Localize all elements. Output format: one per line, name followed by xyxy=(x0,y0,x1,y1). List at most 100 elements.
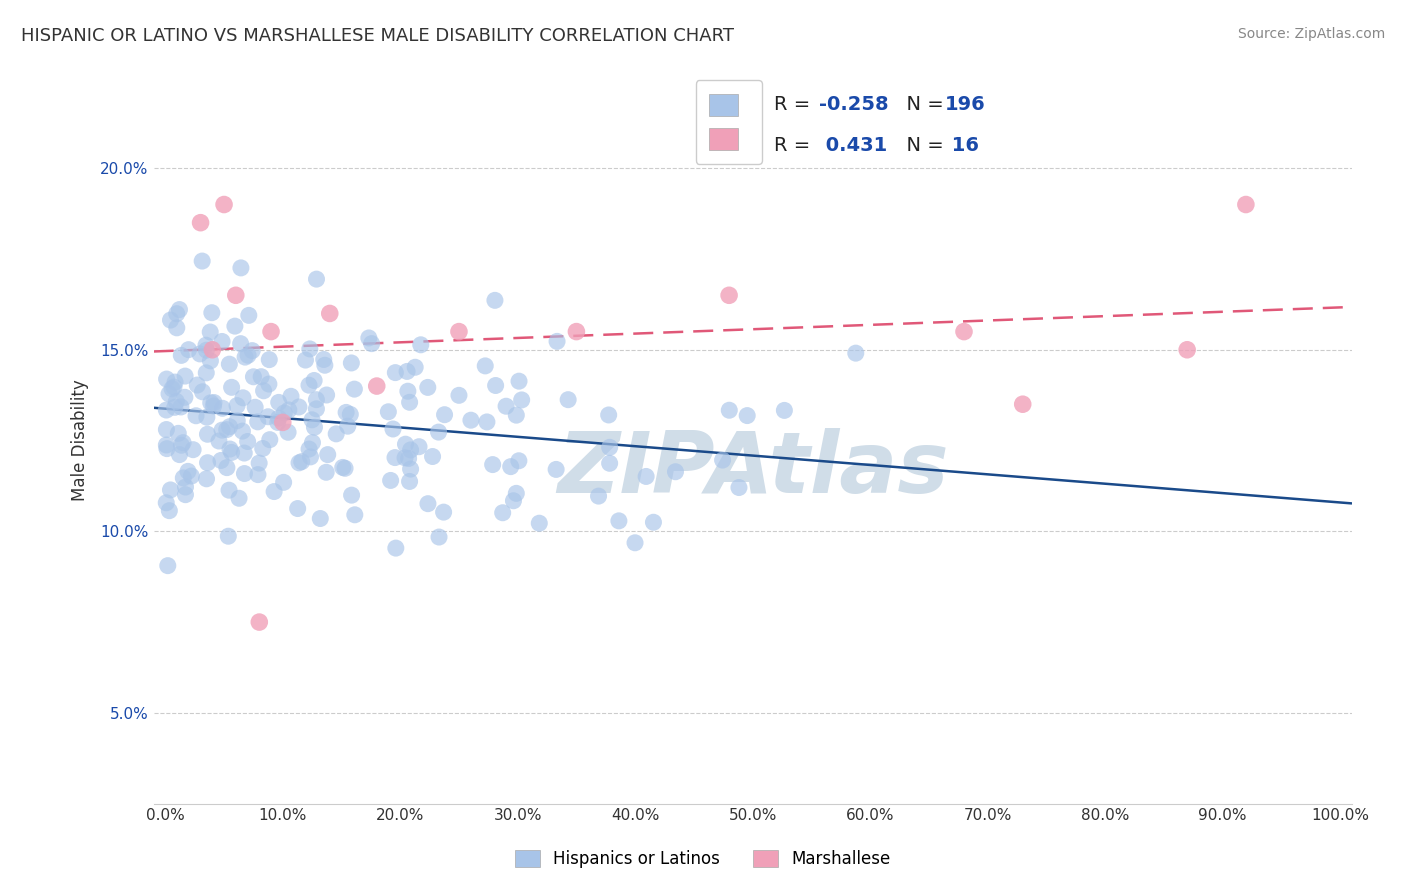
Point xyxy=(195,472,218,486)
Point xyxy=(335,405,357,419)
Point xyxy=(191,254,214,268)
Point xyxy=(211,334,233,349)
Point xyxy=(218,357,240,371)
Point xyxy=(394,437,416,451)
Point xyxy=(398,451,420,466)
Point xyxy=(177,343,200,357)
Point xyxy=(169,302,191,317)
Point xyxy=(565,325,588,339)
Point xyxy=(243,401,266,415)
Text: 0.431: 0.431 xyxy=(820,136,887,154)
Point xyxy=(247,456,270,470)
Point xyxy=(305,392,328,407)
Point xyxy=(195,338,218,352)
Point xyxy=(309,511,332,525)
Point xyxy=(305,401,328,416)
Point xyxy=(499,459,522,474)
Point xyxy=(357,331,380,345)
Point xyxy=(163,401,186,415)
Point xyxy=(155,423,177,437)
Point xyxy=(271,416,294,430)
Point xyxy=(1234,197,1257,211)
Point xyxy=(174,369,197,384)
Point xyxy=(433,408,456,422)
Text: HISPANIC OR LATINO VS MARSHALLESE MALE DISABILITY CORRELATION CHART: HISPANIC OR LATINO VS MARSHALLESE MALE D… xyxy=(21,27,734,45)
Point xyxy=(226,399,249,413)
Point xyxy=(166,321,188,335)
Point xyxy=(246,467,269,482)
Point xyxy=(201,306,224,320)
Point xyxy=(298,442,321,456)
Point xyxy=(186,378,208,392)
Point xyxy=(236,348,259,362)
Point xyxy=(360,336,382,351)
Point xyxy=(218,483,240,498)
Point xyxy=(416,380,439,394)
Point xyxy=(267,395,290,409)
Point xyxy=(505,408,527,422)
Point xyxy=(427,425,450,439)
Point xyxy=(298,378,321,392)
Point xyxy=(202,395,225,409)
Point xyxy=(250,369,273,384)
Point xyxy=(191,384,214,399)
Point xyxy=(228,491,250,506)
Point xyxy=(159,313,181,327)
Point xyxy=(422,450,444,464)
Point xyxy=(195,366,218,380)
Point xyxy=(315,465,337,479)
Point xyxy=(155,372,177,386)
Point xyxy=(267,416,290,430)
Point xyxy=(1175,343,1198,357)
Point xyxy=(173,390,195,404)
Point xyxy=(718,403,741,417)
Text: -0.258: -0.258 xyxy=(820,95,889,114)
Point xyxy=(588,489,610,503)
Point xyxy=(294,353,316,368)
Point xyxy=(217,529,239,543)
Point xyxy=(384,366,406,380)
Point xyxy=(339,408,361,422)
Point xyxy=(273,406,295,420)
Point xyxy=(299,450,322,464)
Point xyxy=(229,260,252,275)
Point xyxy=(343,382,366,396)
Point xyxy=(157,387,180,401)
Point xyxy=(232,391,254,405)
Point xyxy=(340,488,363,502)
Point xyxy=(155,403,177,417)
Point xyxy=(172,471,194,485)
Point xyxy=(607,514,630,528)
Point xyxy=(267,411,290,425)
Point xyxy=(718,288,741,302)
Point xyxy=(505,486,527,500)
Point xyxy=(381,422,404,436)
Point xyxy=(312,352,335,367)
Point xyxy=(215,423,238,437)
Point xyxy=(226,414,249,428)
Point xyxy=(460,413,482,427)
Point xyxy=(557,392,579,407)
Point xyxy=(298,342,321,356)
Point xyxy=(229,336,252,351)
Point xyxy=(200,396,222,410)
Point xyxy=(546,462,568,476)
Point xyxy=(508,374,530,388)
Legend: , : , xyxy=(696,80,762,164)
Point xyxy=(495,399,517,413)
Point xyxy=(636,469,658,483)
Point xyxy=(259,352,281,367)
Point xyxy=(225,288,247,302)
Point xyxy=(316,448,339,462)
Point xyxy=(301,413,323,427)
Point xyxy=(166,307,188,321)
Point xyxy=(315,388,337,402)
Point xyxy=(366,379,388,393)
Point xyxy=(277,425,299,440)
Point xyxy=(377,405,399,419)
Point xyxy=(273,475,295,490)
Text: 16: 16 xyxy=(945,136,979,154)
Point xyxy=(215,460,238,475)
Point xyxy=(484,293,506,308)
Point xyxy=(304,420,326,434)
